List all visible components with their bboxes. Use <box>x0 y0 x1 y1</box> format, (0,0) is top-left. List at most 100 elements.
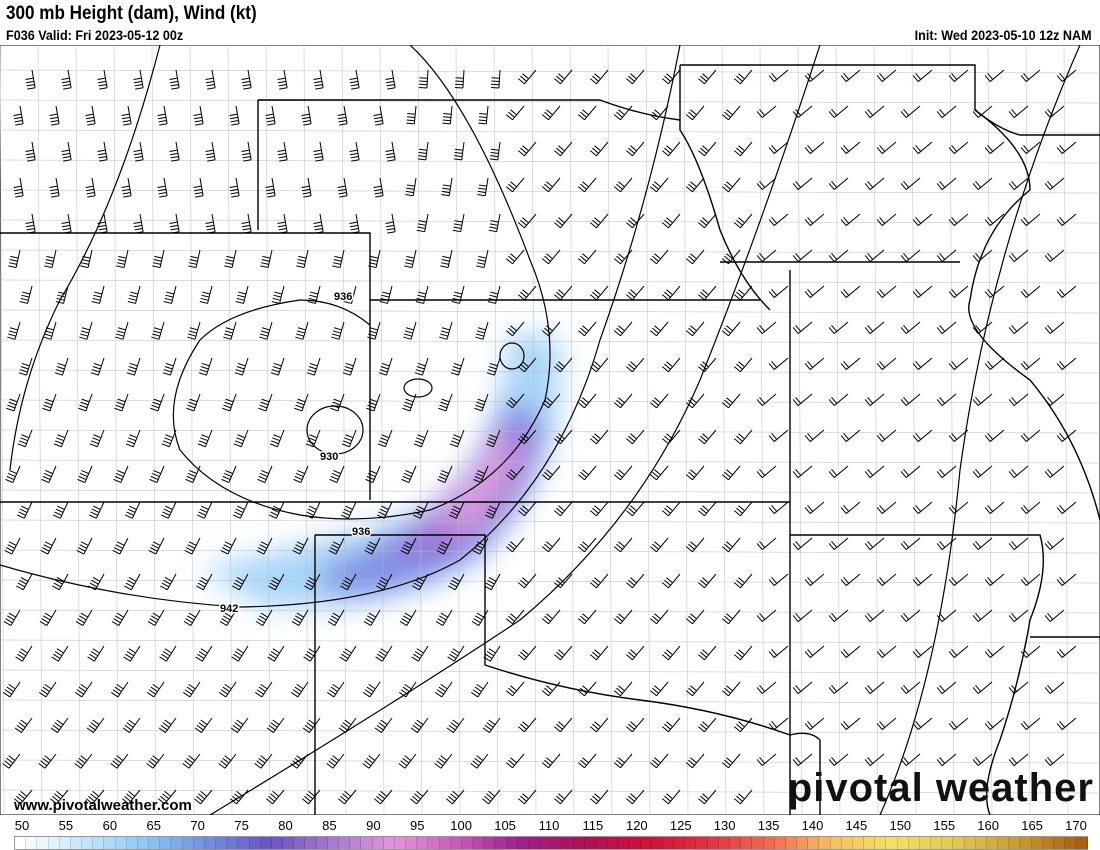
colorbar-swatch <box>864 837 876 849</box>
wind-barb <box>840 501 861 514</box>
wind-barb <box>661 645 681 661</box>
wind-barb <box>61 141 72 162</box>
wind-barb <box>241 213 252 234</box>
wind-barb <box>114 393 129 412</box>
wind-barb <box>194 717 213 733</box>
wind-barb <box>840 717 861 730</box>
wind-barb <box>474 393 489 412</box>
wind-barb <box>840 573 861 586</box>
wind-barb <box>434 753 453 769</box>
wind-barb <box>1008 321 1029 334</box>
wind-barb <box>53 429 69 448</box>
wind-barb <box>169 213 180 234</box>
wind-barb <box>1008 177 1029 190</box>
wind-barb <box>864 105 885 118</box>
wind-barb <box>828 249 849 262</box>
wind-barb <box>625 357 645 373</box>
wind-barb <box>768 69 789 82</box>
wind-barb <box>363 681 381 698</box>
wind-barb <box>40 537 57 555</box>
wind-barb <box>721 537 741 553</box>
wind-barb <box>89 429 105 448</box>
wind-barb <box>517 573 537 589</box>
wind-barb <box>948 429 969 442</box>
colorbar-swatch <box>115 837 127 849</box>
wind-barb <box>52 501 69 519</box>
wind-barb <box>1056 357 1077 370</box>
wind-barb <box>339 645 357 662</box>
wind-barb <box>122 717 141 733</box>
wind-barb <box>505 753 525 769</box>
wind-barb <box>505 105 525 121</box>
county-line <box>0 579 1100 584</box>
wind-barb <box>1008 681 1029 694</box>
wind-barb <box>133 141 144 162</box>
wind-barb <box>97 213 108 234</box>
wind-barb <box>470 753 489 769</box>
wind-barb <box>912 501 933 514</box>
wind-barb <box>475 321 489 340</box>
wind-barb <box>804 213 825 226</box>
contour-label: 936 <box>352 526 370 538</box>
colorbar-swatch <box>595 837 608 849</box>
wind-barb <box>85 177 96 198</box>
wind-barb <box>74 753 93 769</box>
colorbar-swatch <box>294 837 306 849</box>
wind-barb <box>768 501 789 514</box>
county-line <box>949 45 955 815</box>
wind-barb <box>452 213 465 233</box>
wind-barb <box>864 609 885 622</box>
wind-barb <box>756 753 777 766</box>
wind-barb <box>1044 177 1065 190</box>
wind-barb <box>733 357 753 373</box>
wind-barb <box>377 429 393 448</box>
wind-barb <box>792 465 813 478</box>
wind-barb <box>133 213 144 234</box>
wind-barb <box>488 213 501 233</box>
wind-barb <box>589 429 609 445</box>
county-line <box>0 309 1100 314</box>
wind-barb <box>235 285 249 304</box>
county-line <box>0 99 1100 104</box>
wind-barb <box>685 177 705 193</box>
wind-barb <box>39 681 57 698</box>
wind-barb <box>1008 609 1029 622</box>
wind-barb <box>302 717 321 733</box>
site-url[interactable]: www.pivotalweather.com <box>14 797 192 814</box>
colorbar-swatch <box>886 837 898 849</box>
wind-barb <box>721 177 741 193</box>
wind-barb <box>303 645 321 662</box>
county-line <box>0 429 1100 434</box>
wind-barb <box>471 681 489 698</box>
contour-label: 936 <box>334 291 352 303</box>
wind-barb <box>77 465 93 483</box>
wind-barb <box>349 141 360 162</box>
colorbar-swatch <box>350 837 362 849</box>
wind-barb <box>553 717 573 733</box>
wind-barb <box>43 321 57 340</box>
wind-barb <box>721 321 741 337</box>
wind-barb <box>41 465 57 483</box>
wind-barb <box>8 249 21 269</box>
wind-barb <box>368 249 381 269</box>
wind-barb <box>418 69 429 89</box>
wind-barb <box>76 537 93 555</box>
wind-barb <box>589 357 609 373</box>
wind-barb <box>972 681 993 694</box>
wind-barb <box>984 69 1005 82</box>
colorbar-tick: 110 <box>538 818 560 833</box>
wind-barb <box>661 789 681 805</box>
colorbar-swatch <box>15 837 27 849</box>
wind-barb <box>804 285 825 298</box>
county-line <box>0 219 1100 224</box>
wind-barb <box>517 357 537 373</box>
colorbar-tick: 165 <box>1021 818 1043 833</box>
colorbar-swatch <box>763 837 775 849</box>
county-line <box>0 459 1100 464</box>
wind-barb <box>255 681 273 698</box>
wind-barb <box>972 177 993 190</box>
wind-barb <box>804 717 825 730</box>
wind-barb <box>972 465 993 478</box>
county-line <box>645 45 651 815</box>
wind-barb <box>158 717 177 733</box>
